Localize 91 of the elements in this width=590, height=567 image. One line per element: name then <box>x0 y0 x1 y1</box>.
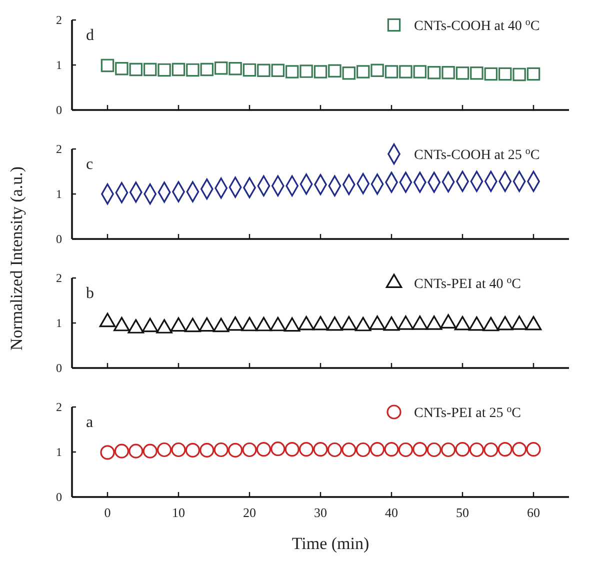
point <box>100 58 114 72</box>
point <box>142 318 158 332</box>
point <box>114 316 130 332</box>
point <box>184 318 201 332</box>
y-tick-label: 0 <box>56 103 62 117</box>
point <box>198 317 216 332</box>
point <box>312 316 329 330</box>
point <box>284 317 300 332</box>
point <box>300 64 313 78</box>
point <box>328 64 342 78</box>
point <box>369 316 386 330</box>
point <box>456 66 470 80</box>
point <box>256 316 272 332</box>
point <box>427 66 441 80</box>
point <box>426 316 442 330</box>
point <box>158 63 171 77</box>
y-tick-label: 0 <box>56 361 62 375</box>
x-axis-title: Time (min) <box>292 534 370 553</box>
point <box>270 316 286 332</box>
y-tick-label: 2 <box>56 13 62 27</box>
point <box>512 68 526 82</box>
point <box>228 62 242 76</box>
x-tick-label: 10 <box>172 505 185 520</box>
point <box>470 66 484 80</box>
legend-label: CNTs-PEI at 25 $^{o}$C <box>414 404 521 421</box>
point <box>314 65 328 78</box>
x-tick-label: 20 <box>243 505 256 520</box>
point <box>356 65 370 78</box>
point <box>285 65 299 78</box>
point <box>384 65 398 78</box>
point <box>440 314 456 328</box>
point <box>129 62 143 76</box>
point <box>172 62 186 76</box>
y-tick-label: 1 <box>56 58 62 72</box>
annotation: b <box>86 285 94 302</box>
point <box>413 65 427 78</box>
point <box>442 66 455 80</box>
x-tick-label: 50 <box>456 505 469 520</box>
point <box>525 316 542 330</box>
point <box>128 319 144 334</box>
point <box>271 64 285 78</box>
legend-label: CNTs-COOH at 25 $^{o}$C <box>414 146 540 163</box>
x-tick-label: 40 <box>385 505 398 520</box>
point <box>156 319 172 334</box>
point <box>99 312 116 328</box>
y-axis-title: Normalized Intensity (a.u.) <box>7 166 26 351</box>
point <box>454 316 471 330</box>
y-tick-label: 0 <box>56 232 62 246</box>
point <box>115 62 128 76</box>
point <box>496 316 514 330</box>
point <box>143 62 157 76</box>
annotation: a <box>86 414 94 431</box>
x-tick-label: 0 <box>104 505 111 520</box>
y-tick-label: 2 <box>56 400 62 414</box>
point <box>482 316 500 332</box>
point <box>484 67 498 81</box>
annotation: d <box>86 27 94 44</box>
y-tick-label: 1 <box>56 187 62 201</box>
point <box>383 316 400 331</box>
point <box>399 65 412 78</box>
point <box>370 64 384 78</box>
y-tick-label: 0 <box>56 490 62 504</box>
point <box>468 316 485 331</box>
y-tick-label: 2 <box>56 271 62 285</box>
point <box>526 67 540 81</box>
point <box>242 63 256 77</box>
point <box>241 316 258 332</box>
point <box>186 63 200 77</box>
y-tick-label: 1 <box>56 316 62 330</box>
point <box>200 62 214 76</box>
point <box>354 316 372 332</box>
legend-label: CNTs-COOH at 40 $^{o}$C <box>414 16 540 34</box>
point <box>227 316 244 331</box>
point <box>342 66 356 80</box>
point <box>412 316 428 330</box>
point <box>498 67 512 81</box>
point <box>326 316 343 331</box>
point <box>298 316 314 330</box>
point <box>170 317 187 332</box>
legend-label: CNTs-PEI at 40 $^{o}$C <box>414 274 521 292</box>
point <box>214 62 228 75</box>
x-tick-label: 60 <box>527 505 540 520</box>
point <box>511 316 528 330</box>
y-tick-label: 2 <box>56 142 62 156</box>
point <box>398 316 414 330</box>
annotation: c <box>86 156 94 173</box>
x-tick-label: 30 <box>314 505 327 520</box>
y-tick-label: 1 <box>56 445 62 459</box>
point <box>212 318 230 332</box>
point <box>257 64 270 78</box>
point <box>340 316 358 330</box>
